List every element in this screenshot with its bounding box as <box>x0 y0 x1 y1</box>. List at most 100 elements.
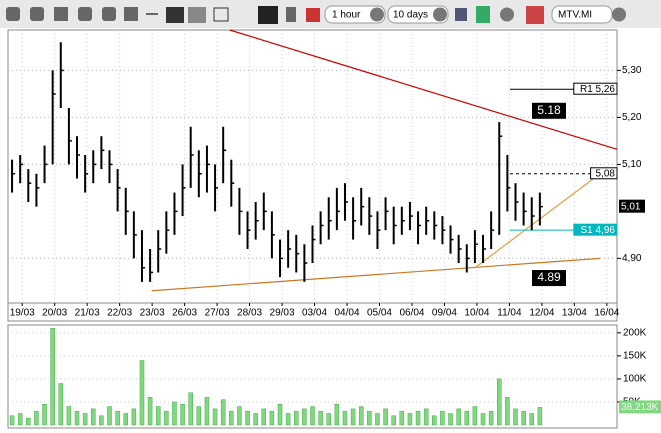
volume-bar <box>204 397 210 426</box>
combo-arrow[interactable] <box>370 7 384 22</box>
x-tick-label: 19/03 <box>10 308 35 319</box>
volume-bar <box>432 415 437 426</box>
volume-bar <box>50 327 55 426</box>
indicators[interactable] <box>306 8 320 22</box>
volume-bar <box>302 408 307 426</box>
trend-line <box>474 173 601 269</box>
volume-bar <box>91 408 96 426</box>
frame[interactable] <box>213 7 229 22</box>
level-label: S1 4,96 <box>581 225 616 236</box>
x-tick-label: 12/04 <box>529 308 554 319</box>
volume-bar <box>9 415 15 426</box>
volume-bar <box>26 417 31 426</box>
range-select[interactable]: 10 days <box>387 5 449 24</box>
toolbar-icons[interactable] <box>6 6 320 24</box>
price-callout <box>532 102 566 119</box>
search[interactable] <box>612 7 626 22</box>
export[interactable] <box>526 6 544 24</box>
combo-arrow[interactable] <box>433 7 447 22</box>
zoom-area[interactable] <box>124 7 138 21</box>
zoom-x[interactable] <box>78 7 92 21</box>
last-price-label: 5,01 <box>621 201 641 212</box>
zoom-out[interactable] <box>30 7 44 21</box>
crosshair[interactable] <box>146 13 158 15</box>
volume-bar <box>42 404 47 426</box>
date-axis <box>7 302 618 322</box>
volume-bar <box>537 407 543 426</box>
x-tick-label: 21/03 <box>75 308 100 319</box>
volume-bar <box>513 408 518 426</box>
volume-bar <box>350 408 356 426</box>
x-tick-label: 10/04 <box>464 308 489 319</box>
volume-bar <box>358 406 364 426</box>
volume-bar <box>334 404 340 426</box>
toolbar-icons-2[interactable] <box>455 6 544 24</box>
y-tick-label: 100K <box>623 374 647 385</box>
volume-bar <box>383 408 388 426</box>
combo[interactable] <box>387 5 449 24</box>
volume-bar <box>164 410 169 426</box>
zoom-in[interactable] <box>6 7 20 21</box>
volume-bar <box>294 410 299 426</box>
volume-bar <box>407 413 413 426</box>
volume-bar <box>82 413 88 426</box>
refresh[interactable] <box>500 7 514 22</box>
volume-bar <box>318 410 323 426</box>
grid-h[interactable] <box>166 7 184 23</box>
volume-bar <box>375 413 380 426</box>
volume-bar <box>220 399 226 426</box>
volume-bar <box>237 406 242 426</box>
volume-bar <box>391 415 396 426</box>
level-label: R1 5,26 <box>580 84 615 95</box>
symbol-box[interactable]: MTV.MI <box>551 5 626 24</box>
volume-bar <box>180 404 185 426</box>
x-tick-label: 11/04 <box>497 308 522 319</box>
line-tool[interactable] <box>286 7 296 22</box>
grid-v[interactable] <box>188 7 206 23</box>
volume-bar <box>423 408 429 426</box>
level-box <box>573 223 618 236</box>
x-tick-label: 13/04 <box>562 308 587 319</box>
y-tick-label: 4,90 <box>622 253 642 264</box>
volume-bar <box>139 360 145 426</box>
trend-line <box>151 257 600 292</box>
y-tick-label: 150K <box>623 351 647 362</box>
zoom-fit[interactable] <box>54 7 68 21</box>
list[interactable] <box>455 8 467 21</box>
volume-bar <box>529 413 534 426</box>
combo[interactable] <box>324 5 386 24</box>
interval-text[interactable]: 1 hour <box>332 10 361 21</box>
last-volume-label: 38,213K <box>621 402 659 413</box>
volume-bar <box>488 410 494 426</box>
range-text[interactable]: 10 days <box>393 10 428 21</box>
volume-bar <box>342 410 348 426</box>
volume-bar <box>188 392 193 426</box>
interval-select[interactable]: 1 hour <box>324 5 386 24</box>
volume-bar <box>269 410 275 426</box>
trend-line <box>229 29 618 150</box>
volume-bar <box>285 413 291 426</box>
zoom-y[interactable] <box>102 7 116 21</box>
volume-bar <box>464 410 470 426</box>
x-tick-label: 28/03 <box>237 308 262 319</box>
y-tick-label: 5,10 <box>622 159 642 170</box>
volume-bar <box>123 413 128 426</box>
level-label: 5,08 <box>596 168 616 179</box>
volume-bar <box>277 404 283 426</box>
volume-bar <box>229 410 234 426</box>
volume-bar <box>326 413 331 426</box>
save[interactable] <box>476 6 490 23</box>
volume-bar <box>58 383 64 426</box>
x-tick-label: 16/04 <box>594 308 619 319</box>
x-tick-label: 27/03 <box>205 308 230 319</box>
level-box <box>590 167 618 180</box>
symbol-text[interactable]: MTV.MI <box>558 10 592 21</box>
x-tick-label: 29/03 <box>270 308 295 319</box>
bars-style[interactable] <box>258 6 278 24</box>
volume-bar <box>253 413 258 426</box>
y-tick-label: 5,20 <box>622 112 642 123</box>
volume-bar <box>131 408 137 426</box>
volume-bar <box>399 410 405 426</box>
volume-bar <box>497 378 502 426</box>
volume-bar <box>367 410 372 426</box>
